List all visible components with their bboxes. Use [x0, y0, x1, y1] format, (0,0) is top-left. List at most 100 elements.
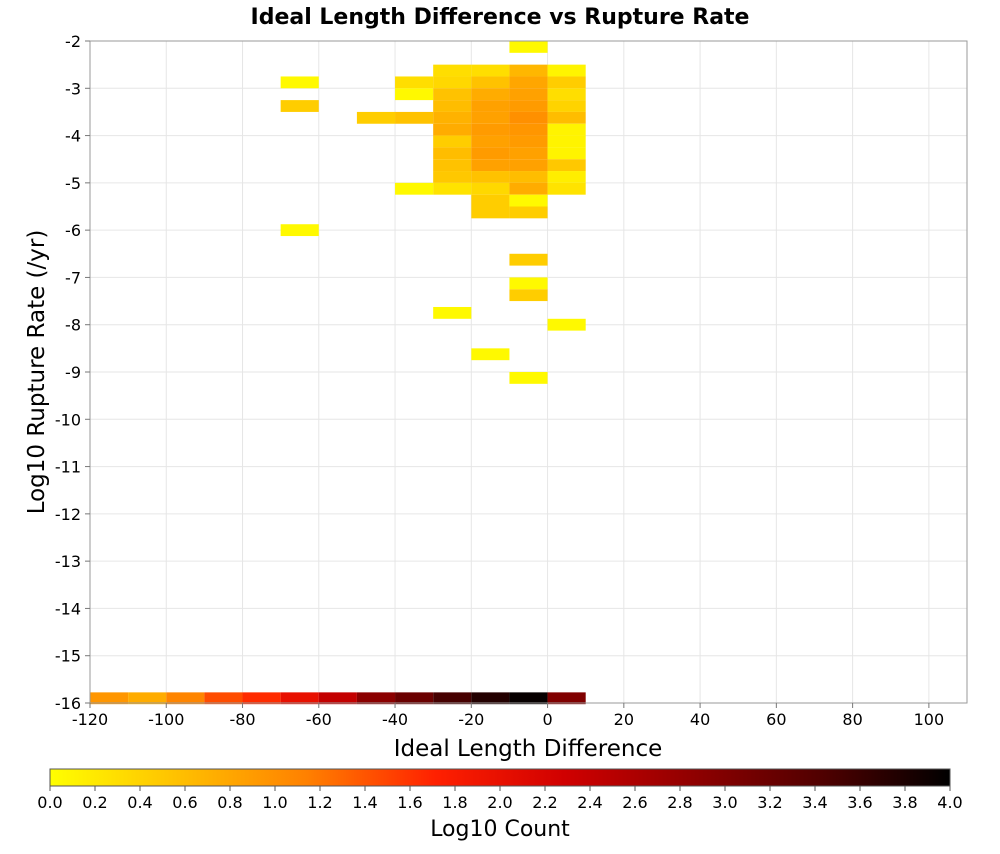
heatmap-cell	[471, 88, 510, 101]
y-tick-label: -3	[65, 79, 81, 98]
y-tick-label: -2	[65, 32, 81, 51]
x-tick-label: -100	[148, 710, 184, 729]
heatmap-cell	[547, 64, 586, 77]
x-tick-label: -60	[306, 710, 332, 729]
heatmap-cell	[509, 159, 548, 172]
colorbar-tick-label: 3.6	[847, 793, 872, 812]
y-tick-label: -15	[55, 647, 81, 666]
heatmap-cell	[471, 111, 510, 124]
heatmap-cell	[395, 88, 434, 101]
heatmap-cell	[433, 64, 472, 77]
colorbar-tick-label: 0.2	[82, 793, 107, 812]
heatmap-cell	[509, 88, 548, 101]
heatmap-cell	[433, 100, 472, 112]
heatmap-cell	[395, 111, 434, 124]
heatmap-cell	[318, 692, 357, 705]
x-tick-label: 20	[614, 710, 634, 729]
colorbar	[49, 768, 951, 787]
heatmap-cell	[433, 111, 472, 124]
heatmap-cell	[509, 111, 548, 124]
heatmap-cell	[547, 100, 586, 112]
x-tick-label: 0	[542, 710, 552, 729]
heatmap-cell	[433, 88, 472, 101]
heatmap-cell	[471, 159, 510, 172]
heatmap-cell	[433, 76, 472, 89]
heatmap-cell	[547, 135, 586, 148]
y-tick-label: -4	[65, 127, 81, 146]
heatmap-cell	[509, 171, 548, 183]
heatmap-cell	[509, 194, 548, 207]
heatmap-cell	[509, 372, 548, 384]
y-tick-label: -16	[55, 694, 81, 713]
heatmap-cell	[471, 194, 510, 207]
y-tick-label: -10	[55, 410, 81, 429]
heatmap-cell	[547, 692, 586, 705]
heatmap-cell	[90, 692, 129, 705]
heatmap-cell	[280, 76, 319, 89]
heatmap-cell	[433, 159, 472, 172]
colorbar-label: Log10 Count	[430, 817, 570, 842]
heatmap-cells	[90, 41, 586, 705]
heatmap-cell	[509, 289, 548, 302]
y-tick-label: -13	[55, 552, 81, 571]
colorbar-tick-label: 3.4	[802, 793, 827, 812]
colorbar-tick-label: 3.0	[712, 793, 737, 812]
colorbar-tick-label: 1.6	[397, 793, 422, 812]
heatmap-cell	[509, 206, 548, 219]
heatmap-cell	[280, 100, 319, 112]
heatmap-cell	[433, 692, 472, 705]
colorbar-tick-label: 1.8	[442, 793, 467, 812]
heatmap-cell	[433, 135, 472, 148]
heatmap-cell	[471, 171, 510, 183]
heatmap-cell	[471, 348, 510, 361]
colorbar-tick-label: 2.8	[667, 793, 692, 812]
colorbar-tick-label: 0.0	[37, 793, 62, 812]
heatmap-cell	[509, 182, 548, 195]
colorbar-tick-label: 4.0	[937, 793, 962, 812]
x-tick-label: -20	[458, 710, 484, 729]
heatmap-cell	[509, 135, 548, 148]
heatmap-cell	[471, 100, 510, 112]
heatmap-cell	[280, 692, 319, 705]
heatmap-cell	[356, 692, 396, 705]
heatmap-cell	[356, 111, 396, 124]
x-tick-label: 100	[914, 710, 945, 729]
heatmap-cell	[509, 100, 548, 112]
heatmap-cell	[547, 318, 586, 331]
heatmap-cell	[471, 147, 510, 160]
x-tick-label: 60	[766, 710, 786, 729]
heatmap-cell	[547, 147, 586, 160]
colorbar-tick-label: 2.4	[577, 793, 602, 812]
heatmap-cell	[509, 253, 548, 266]
heatmap-cell	[547, 171, 586, 183]
y-tick-label: -14	[55, 599, 81, 618]
y-tick-label: -8	[65, 316, 81, 335]
x-tick-label: 80	[842, 710, 862, 729]
heatmap-cell	[395, 182, 434, 195]
heatmap-cell	[547, 76, 586, 89]
heatmap-cell	[433, 306, 472, 319]
heatmap-cell	[509, 692, 548, 705]
x-axis-label: Ideal Length Difference	[394, 736, 663, 762]
heatmap-cell	[280, 224, 319, 237]
heatmap-cell	[166, 692, 205, 705]
heatmap-cell	[547, 182, 586, 195]
x-tick-label: -40	[382, 710, 408, 729]
x-tick-label: 40	[690, 710, 710, 729]
heatmap-cell	[547, 88, 586, 101]
colorbar-tick-label: 1.0	[262, 793, 287, 812]
heatmap-cell	[395, 692, 434, 705]
colorbar-tick-label: 2.2	[532, 793, 557, 812]
heatmap-cell	[471, 206, 510, 219]
chart-title: Ideal Length Difference vs Rupture Rate	[251, 5, 750, 30]
heatmap-cell	[471, 76, 510, 89]
colorbar-ticks: 0.0 0.2 0.4 0.6 0.8 1.0 1.2 1.4 1.6 1.8 2.0 2.2 2.4 2…	[37, 786, 963, 812]
heatmap-cell	[433, 171, 472, 183]
heatmap-cell	[395, 76, 434, 89]
y-axis-ticks: -2 -3 -4 -5 -6 -7 -8 -9 -10 -11 -12 -13 -14 -15 -16	[55, 32, 90, 713]
y-tick-label: -9	[65, 363, 81, 382]
heatmap-cell	[509, 41, 548, 53]
colorbar-tick-label: 3.8	[892, 793, 917, 812]
